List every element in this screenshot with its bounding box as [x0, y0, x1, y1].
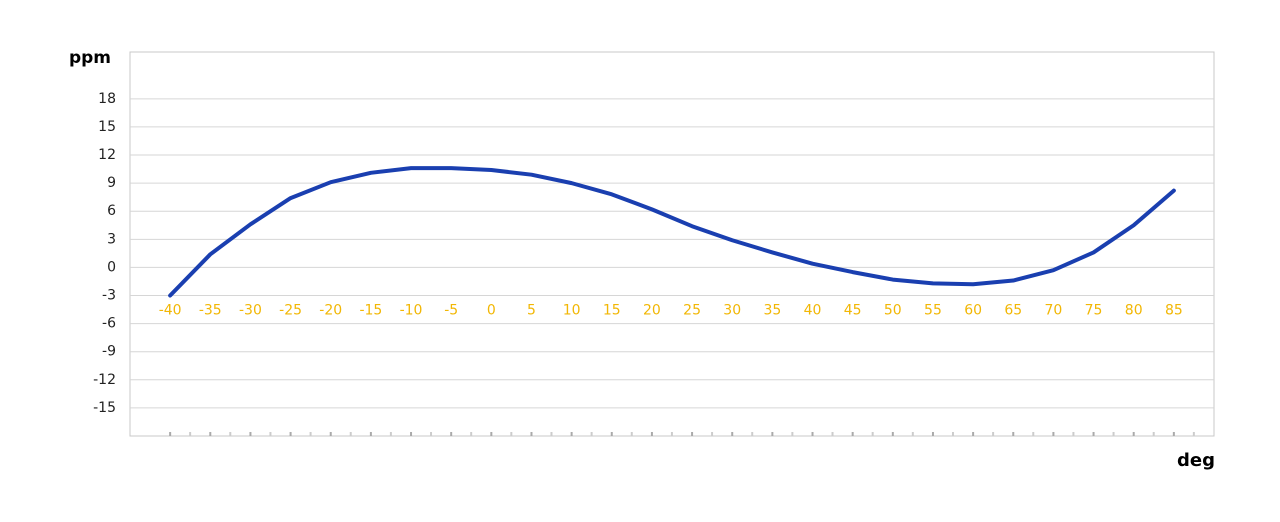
- y-tick-label: 12: [98, 147, 116, 163]
- x-tick-label: 35: [763, 303, 781, 319]
- x-tick-label: 5: [527, 303, 536, 319]
- x-tick-label: -10: [400, 303, 423, 319]
- y-tick-label: 0: [107, 259, 116, 275]
- y-tick-label: -3: [102, 288, 116, 304]
- x-axis-label: deg: [1177, 450, 1215, 471]
- x-tick-label: 65: [1004, 303, 1022, 319]
- plot-area: [129, 51, 1215, 437]
- x-tick-label: 75: [1085, 303, 1103, 319]
- x-tick-label: 55: [924, 303, 942, 319]
- y-tick-label: 18: [98, 91, 116, 107]
- y-tick-label: 3: [107, 231, 116, 247]
- y-tick-label: -9: [102, 344, 116, 360]
- x-tick-label: -40: [159, 303, 182, 319]
- x-tick-label: -30: [239, 303, 262, 319]
- x-tick-label: 40: [804, 303, 822, 319]
- x-tick-label: 85: [1165, 303, 1183, 319]
- x-tick-label: 50: [884, 303, 902, 319]
- y-tick-label: 6: [107, 203, 116, 219]
- y-tick-label: 9: [107, 175, 116, 191]
- x-tick-label: -5: [444, 303, 458, 319]
- x-tick-label: -15: [359, 303, 382, 319]
- x-tick-label: -20: [319, 303, 342, 319]
- x-tick-label: 60: [964, 303, 982, 319]
- y-tick-label: -15: [93, 400, 116, 416]
- x-tick-label: -35: [199, 303, 222, 319]
- x-tick-label: 0: [487, 303, 496, 319]
- y-tick-label: -12: [93, 372, 116, 388]
- x-tick-label: 80: [1125, 303, 1143, 319]
- x-tick-label: 70: [1044, 303, 1062, 319]
- x-tick-label: 45: [844, 303, 862, 319]
- y-axis-label: ppm: [69, 48, 111, 68]
- data-line: [168, 166, 1176, 298]
- x-tick-label: 15: [603, 303, 621, 319]
- x-tick-label: 10: [563, 303, 581, 319]
- x-tick-label: 20: [643, 303, 661, 319]
- x-tick-label: -25: [279, 303, 302, 319]
- x-tick-label: 30: [723, 303, 741, 319]
- y-tick-label: -6: [102, 316, 116, 332]
- x-tick-label: 25: [683, 303, 701, 319]
- y-tick-label: 15: [98, 119, 116, 135]
